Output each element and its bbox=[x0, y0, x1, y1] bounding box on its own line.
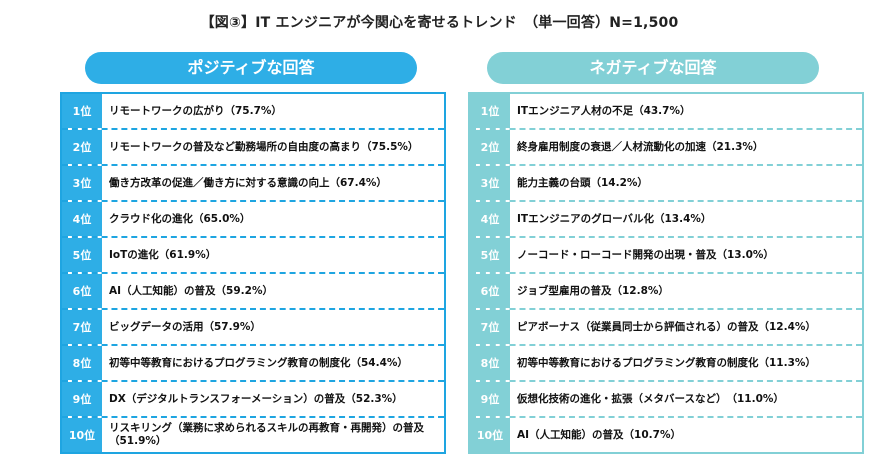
answer-text: ITエンジニアのグローバル化（13.4%） bbox=[517, 212, 712, 225]
negative-row-3: 3位 能力主義の台頭（14.2%） bbox=[470, 164, 862, 200]
negative-row-5: 5位 ノーコード・ローコード開発の出現・普及（13.0%） bbox=[470, 236, 862, 272]
negative-row-4: 4位 ITエンジニアのグローバル化（13.4%） bbox=[470, 200, 862, 236]
negative-row-6: 6位 ジョブ型雇用の普及（12.8%） bbox=[470, 272, 862, 308]
rank-badge: 6位 bbox=[470, 274, 510, 308]
rank-badge: 3位 bbox=[62, 166, 102, 200]
rank-badge: 8位 bbox=[470, 346, 510, 380]
positive-row-2: 2位 リモートワークの普及など勤務場所の自由度の高まり（75.5%） bbox=[62, 128, 444, 164]
answer-text: ジョブ型雇用の普及（12.8%） bbox=[517, 284, 669, 297]
answer-text: AI（人工知能）の普及（59.2%） bbox=[109, 284, 273, 297]
rank-badge: 7位 bbox=[470, 310, 510, 344]
negative-row-9: 9位 仮想化技術の進化・拡張（メタバースなど） （11.0%） bbox=[470, 380, 862, 416]
answer-text: ビッグデータの活用（57.9%） bbox=[109, 320, 261, 333]
answer-text: 能力主義の台頭（14.2%） bbox=[517, 176, 648, 189]
rank-badge: 4位 bbox=[470, 202, 510, 236]
answer-text: ピアボーナス（従業員同士から評価される）の普及（12.4%） bbox=[517, 320, 816, 333]
answer-text: AI（人工知能）の普及（10.7%） bbox=[517, 428, 681, 441]
positive-ranking-panel: 1位 リモートワークの広がり（75.7%） 2位 リモートワークの普及など勤務場所の… bbox=[60, 92, 446, 454]
positive-row-3: 3位 働き方改革の促進／働き方に対する意識の向上（67.4%） bbox=[62, 164, 444, 200]
answer-text: クラウド化の進化（65.0%） bbox=[109, 212, 251, 225]
positive-header: ポジティブな回答 bbox=[85, 52, 417, 84]
negative-header: ネガティブな回答 bbox=[487, 52, 819, 84]
answer-text: 初等中等教育におけるプログラミング教育の制度化（11.3%） bbox=[517, 356, 816, 369]
rank-badge: 5位 bbox=[62, 238, 102, 272]
answer-text: 終身雇用制度の衰退／人材流動化の加速（21.3%） bbox=[517, 140, 764, 153]
positive-row-9: 9位 DX（デジタルトランスフォーメーション）の普及（52.3%） bbox=[62, 380, 444, 416]
positive-row-5: 5位 IoTの進化（61.9%） bbox=[62, 236, 444, 272]
answer-text: リモートワークの広がり（75.7%） bbox=[109, 104, 282, 117]
rank-badge: 4位 bbox=[62, 202, 102, 236]
rank-badge: 8位 bbox=[62, 346, 102, 380]
rank-badge: 7位 bbox=[62, 310, 102, 344]
positive-row-4: 4位 クラウド化の進化（65.0%） bbox=[62, 200, 444, 236]
negative-row-1: 1位 ITエンジニア人材の不足（43.7%） bbox=[470, 94, 862, 128]
positive-row-10: 10位 リスキリング（業務に求められるスキルの再教育・再開発）の普及（51.9%） bbox=[62, 416, 444, 452]
rank-badge: 1位 bbox=[62, 94, 102, 128]
positive-row-6: 6位 AI（人工知能）の普及（59.2%） bbox=[62, 272, 444, 308]
positive-row-8: 8位 初等中等教育におけるプログラミング教育の制度化（54.4%） bbox=[62, 344, 444, 380]
rank-badge: 1位 bbox=[470, 94, 510, 128]
answer-text: ノーコード・ローコード開発の出現・普及（13.0%） bbox=[517, 248, 774, 261]
rank-badge: 5位 bbox=[470, 238, 510, 272]
answer-text: ITエンジニア人材の不足（43.7%） bbox=[517, 104, 691, 117]
rank-badge: 10位 bbox=[470, 418, 510, 452]
figure-title: 【図③】IT エンジニアが今関心を寄せるトレンド （単一回答）N=1,500 bbox=[200, 15, 679, 31]
negative-row-7: 7位 ピアボーナス（従業員同士から評価される）の普及（12.4%） bbox=[470, 308, 862, 344]
rank-badge: 9位 bbox=[470, 382, 510, 416]
rank-badge: 10位 bbox=[62, 418, 102, 452]
answer-text: IoTの進化（61.9%） bbox=[109, 248, 217, 261]
rank-badge: 6位 bbox=[62, 274, 102, 308]
answer-text: リモートワークの普及など勤務場所の自由度の高まり（75.5%） bbox=[109, 140, 419, 153]
rank-badge: 2位 bbox=[62, 130, 102, 164]
rank-badge: 2位 bbox=[470, 130, 510, 164]
positive-row-1: 1位 リモートワークの広がり（75.7%） bbox=[62, 94, 444, 128]
answer-text: 初等中等教育におけるプログラミング教育の制度化（54.4%） bbox=[109, 356, 408, 369]
rank-badge: 3位 bbox=[470, 166, 510, 200]
negative-row-8: 8位 初等中等教育におけるプログラミング教育の制度化（11.3%） bbox=[470, 344, 862, 380]
answer-text: DX（デジタルトランスフォーメーション）の普及（52.3%） bbox=[109, 392, 403, 405]
negative-ranking-panel: 1位 ITエンジニア人材の不足（43.7%） 2位 終身雇用制度の衰退／人材流動化の… bbox=[468, 92, 864, 454]
positive-row-7: 7位 ビッグデータの活用（57.9%） bbox=[62, 308, 444, 344]
answer-text: リスキリング（業務に求められるスキルの再教育・再開発）の普及（51.9%） bbox=[109, 422, 424, 447]
answer-text: 働き方改革の促進／働き方に対する意識の向上（67.4%） bbox=[109, 176, 387, 189]
negative-row-10: 10位 AI（人工知能）の普及（10.7%） bbox=[470, 416, 862, 452]
answer-text: 仮想化技術の進化・拡張（メタバースなど） （11.0%） bbox=[517, 392, 784, 405]
rank-badge: 9位 bbox=[62, 382, 102, 416]
negative-row-2: 2位 終身雇用制度の衰退／人材流動化の加速（21.3%） bbox=[470, 128, 862, 164]
